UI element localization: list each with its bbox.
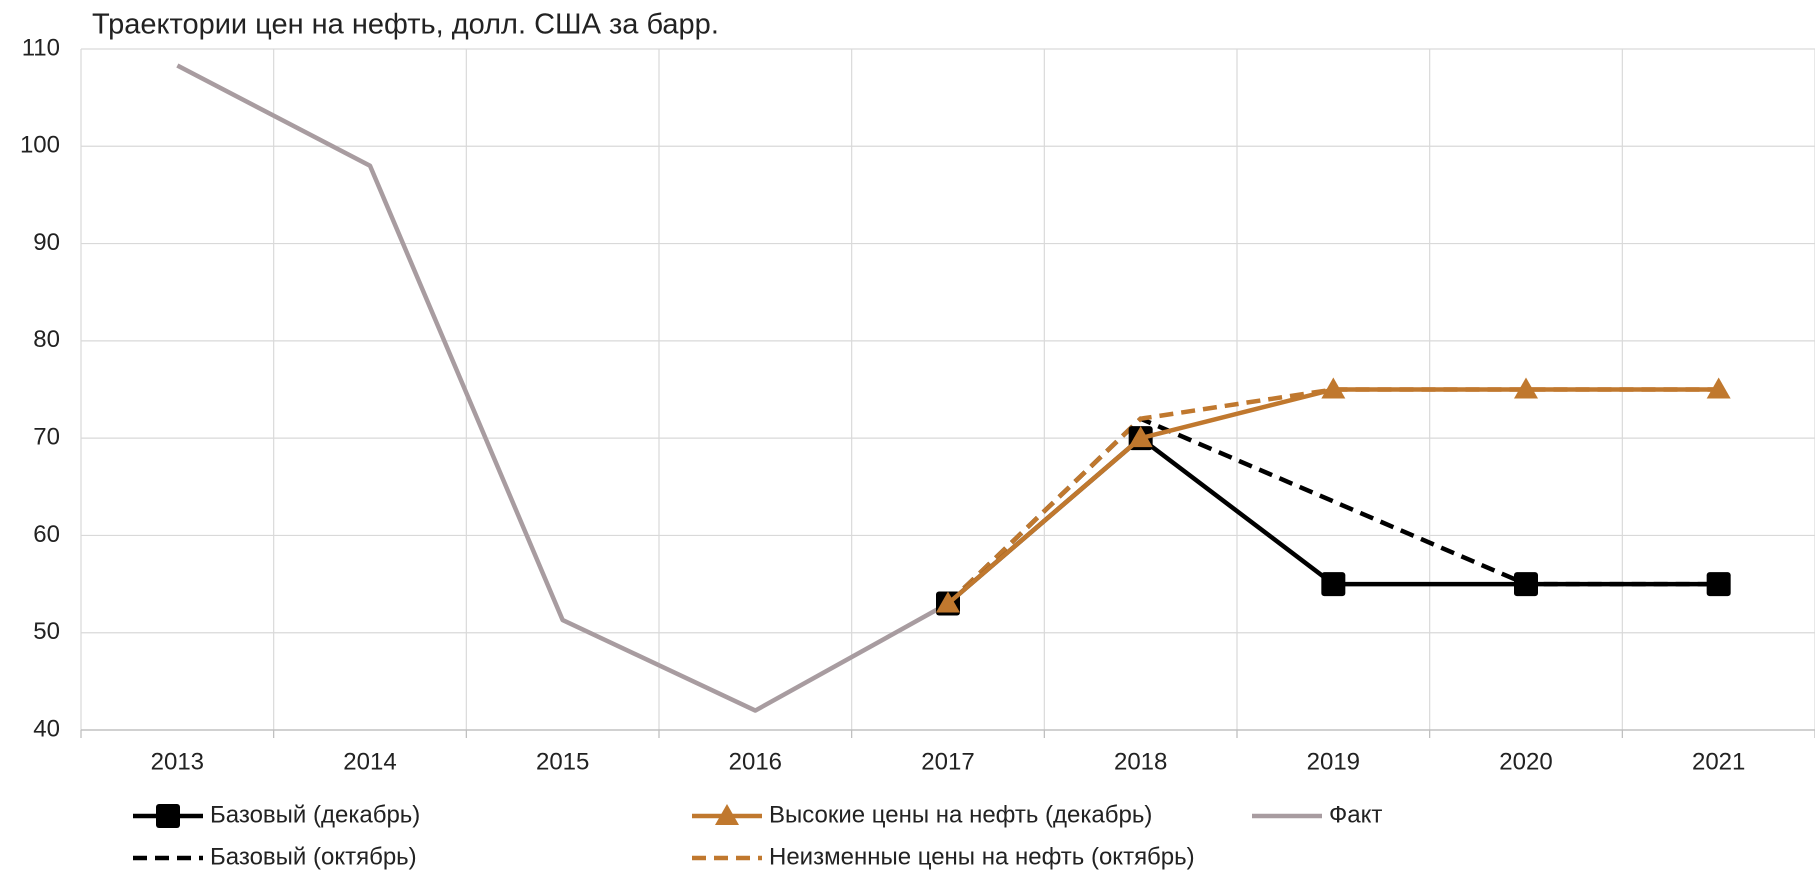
- series-line: [946, 387, 1719, 606]
- y-tick-label: 50: [33, 618, 60, 645]
- point-marker: [1321, 377, 1346, 399]
- x-tick-label: 2015: [536, 748, 589, 775]
- y-tick-label: 70: [33, 423, 60, 450]
- legend-label: Неизменные цены на нефть (октябрь): [769, 843, 1195, 870]
- x-tick-label: 2014: [343, 748, 396, 775]
- legend-label: Базовый (октябрь): [210, 843, 417, 870]
- x-tick-label: 2017: [921, 748, 974, 775]
- point-marker: [1706, 377, 1731, 399]
- point-marker: [936, 591, 960, 613]
- chart-title: Траектории цен на нефть, долл. США за ба…: [92, 9, 719, 41]
- y-tick-label: 80: [33, 326, 60, 353]
- x-tick-label: 2021: [1692, 748, 1745, 775]
- legend-label: Высокие цены на нефть (декабрь): [769, 801, 1152, 828]
- legend-label: Базовый (декабрь): [210, 801, 420, 828]
- point-marker: [1706, 572, 1731, 597]
- point-marker: [1321, 572, 1346, 597]
- y-tick-label: 90: [33, 229, 60, 256]
- x-tick-label: 2013: [151, 748, 204, 775]
- legend-marker: [715, 804, 739, 825]
- x-tick-label: 2019: [1307, 748, 1360, 775]
- point-marker: [1514, 572, 1538, 597]
- x-tick-label: 2020: [1499, 748, 1552, 775]
- y-tick-label: 100: [20, 132, 60, 159]
- point-marker: [1128, 426, 1153, 448]
- series-line: [176, 63, 950, 713]
- x-tick-label: 2018: [1114, 748, 1167, 775]
- point-marker: [1514, 377, 1538, 399]
- legend-marker: [156, 804, 180, 828]
- series-line: [946, 387, 1719, 606]
- y-tick-label: 40: [33, 715, 60, 742]
- legend-label: Факт: [1329, 801, 1382, 828]
- x-tick-label: 2016: [729, 748, 782, 775]
- y-tick-label: 60: [33, 521, 60, 548]
- y-tick-label: 110: [22, 34, 60, 61]
